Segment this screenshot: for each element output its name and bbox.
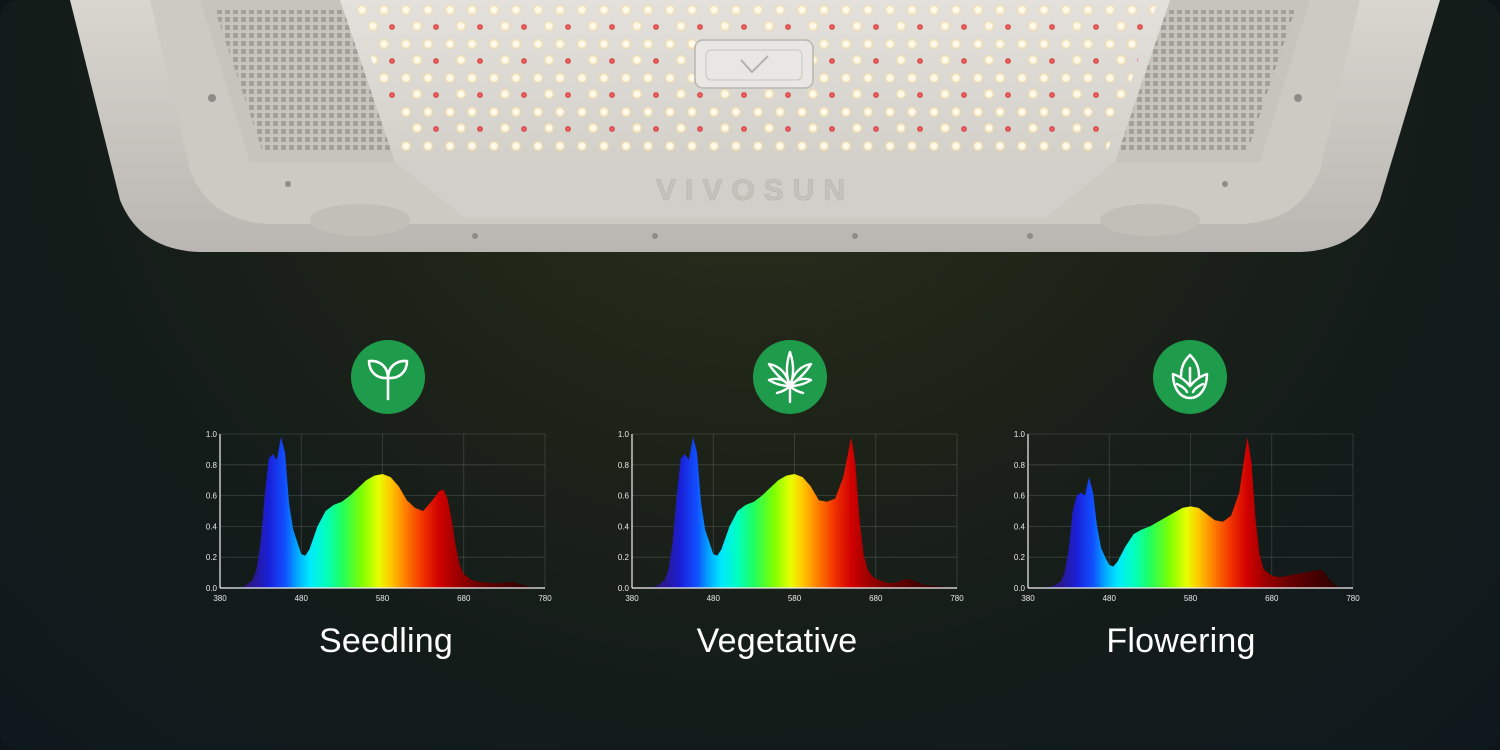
x-tick-label: 480: [707, 594, 721, 603]
y-tick-label: 1.0: [206, 430, 218, 439]
flowering-label: Flowering: [1106, 622, 1256, 660]
y-tick-label: 0.6: [618, 492, 630, 501]
x-tick-label: 780: [538, 594, 552, 603]
x-tick-label: 480: [295, 594, 309, 603]
seedling-spectrum-chart: 380 480 580 680 780 0.0 0.2 0.4 0.6 0.8 1.0: [206, 430, 552, 603]
x-tick-label: 380: [1021, 594, 1035, 603]
panel-flowering: Flowering: [991, 340, 1371, 660]
x-tick-label: 380: [213, 594, 227, 603]
y-tick-label: 0.8: [206, 461, 218, 470]
y-tick-label: 0.2: [1014, 553, 1026, 562]
y-tick-label: 0.6: [1014, 492, 1026, 501]
cannabis-leaf-icon: [753, 340, 827, 414]
x-tick-label: 780: [1346, 594, 1360, 603]
x-tick-label: 680: [869, 594, 883, 603]
y-tick-label: 0.2: [618, 553, 630, 562]
sprout-icon: [351, 340, 425, 414]
x-tick-label: 480: [1103, 594, 1117, 603]
flower-bud-icon: [1153, 340, 1227, 414]
x-tick-label: 580: [788, 594, 802, 603]
y-tick-label: 1.0: [1014, 430, 1026, 439]
y-tick-label: 0.8: [618, 461, 630, 470]
y-tick-label: 0.6: [206, 492, 218, 501]
x-tick-label: 380: [625, 594, 639, 603]
vegetative-label: Vegetative: [696, 622, 858, 660]
spectrum-area: [1028, 437, 1353, 588]
y-tick-label: 0.0: [206, 584, 218, 593]
y-tick-label: 0.2: [206, 553, 218, 562]
y-tick-label: 0.4: [1014, 522, 1026, 531]
x-tick-label: 580: [1184, 594, 1198, 603]
flowering-spectrum-chart: 380 480 580 680 780 0.0 0.2 0.4 0.6 0.8 1.0: [1014, 430, 1360, 603]
x-tick-label: 580: [376, 594, 390, 603]
y-tick-label: 0.0: [1014, 584, 1026, 593]
spectrum-area: [220, 437, 545, 588]
y-tick-label: 0.4: [618, 522, 630, 531]
x-tick-label: 780: [950, 594, 964, 603]
y-tick-label: 0.0: [618, 584, 630, 593]
brand-emboss: VIVOSUN: [656, 174, 854, 207]
panel-seedling: Seedling: [196, 340, 576, 660]
y-tick-label: 0.4: [206, 522, 218, 531]
panel-vegetative: Vegetative: [587, 340, 967, 660]
spectrum-area: [632, 437, 957, 588]
y-tick-label: 1.0: [618, 430, 630, 439]
vegetative-spectrum-chart: 380 480 580 680 780 0.0 0.2 0.4 0.6 0.8 1.0: [618, 430, 964, 603]
x-tick-label: 680: [1265, 594, 1279, 603]
x-tick-label: 680: [457, 594, 471, 603]
seedling-label: Seedling: [319, 622, 453, 660]
grow-light-fixture: VIVOSUN: [70, 0, 1440, 252]
y-tick-label: 0.8: [1014, 461, 1026, 470]
